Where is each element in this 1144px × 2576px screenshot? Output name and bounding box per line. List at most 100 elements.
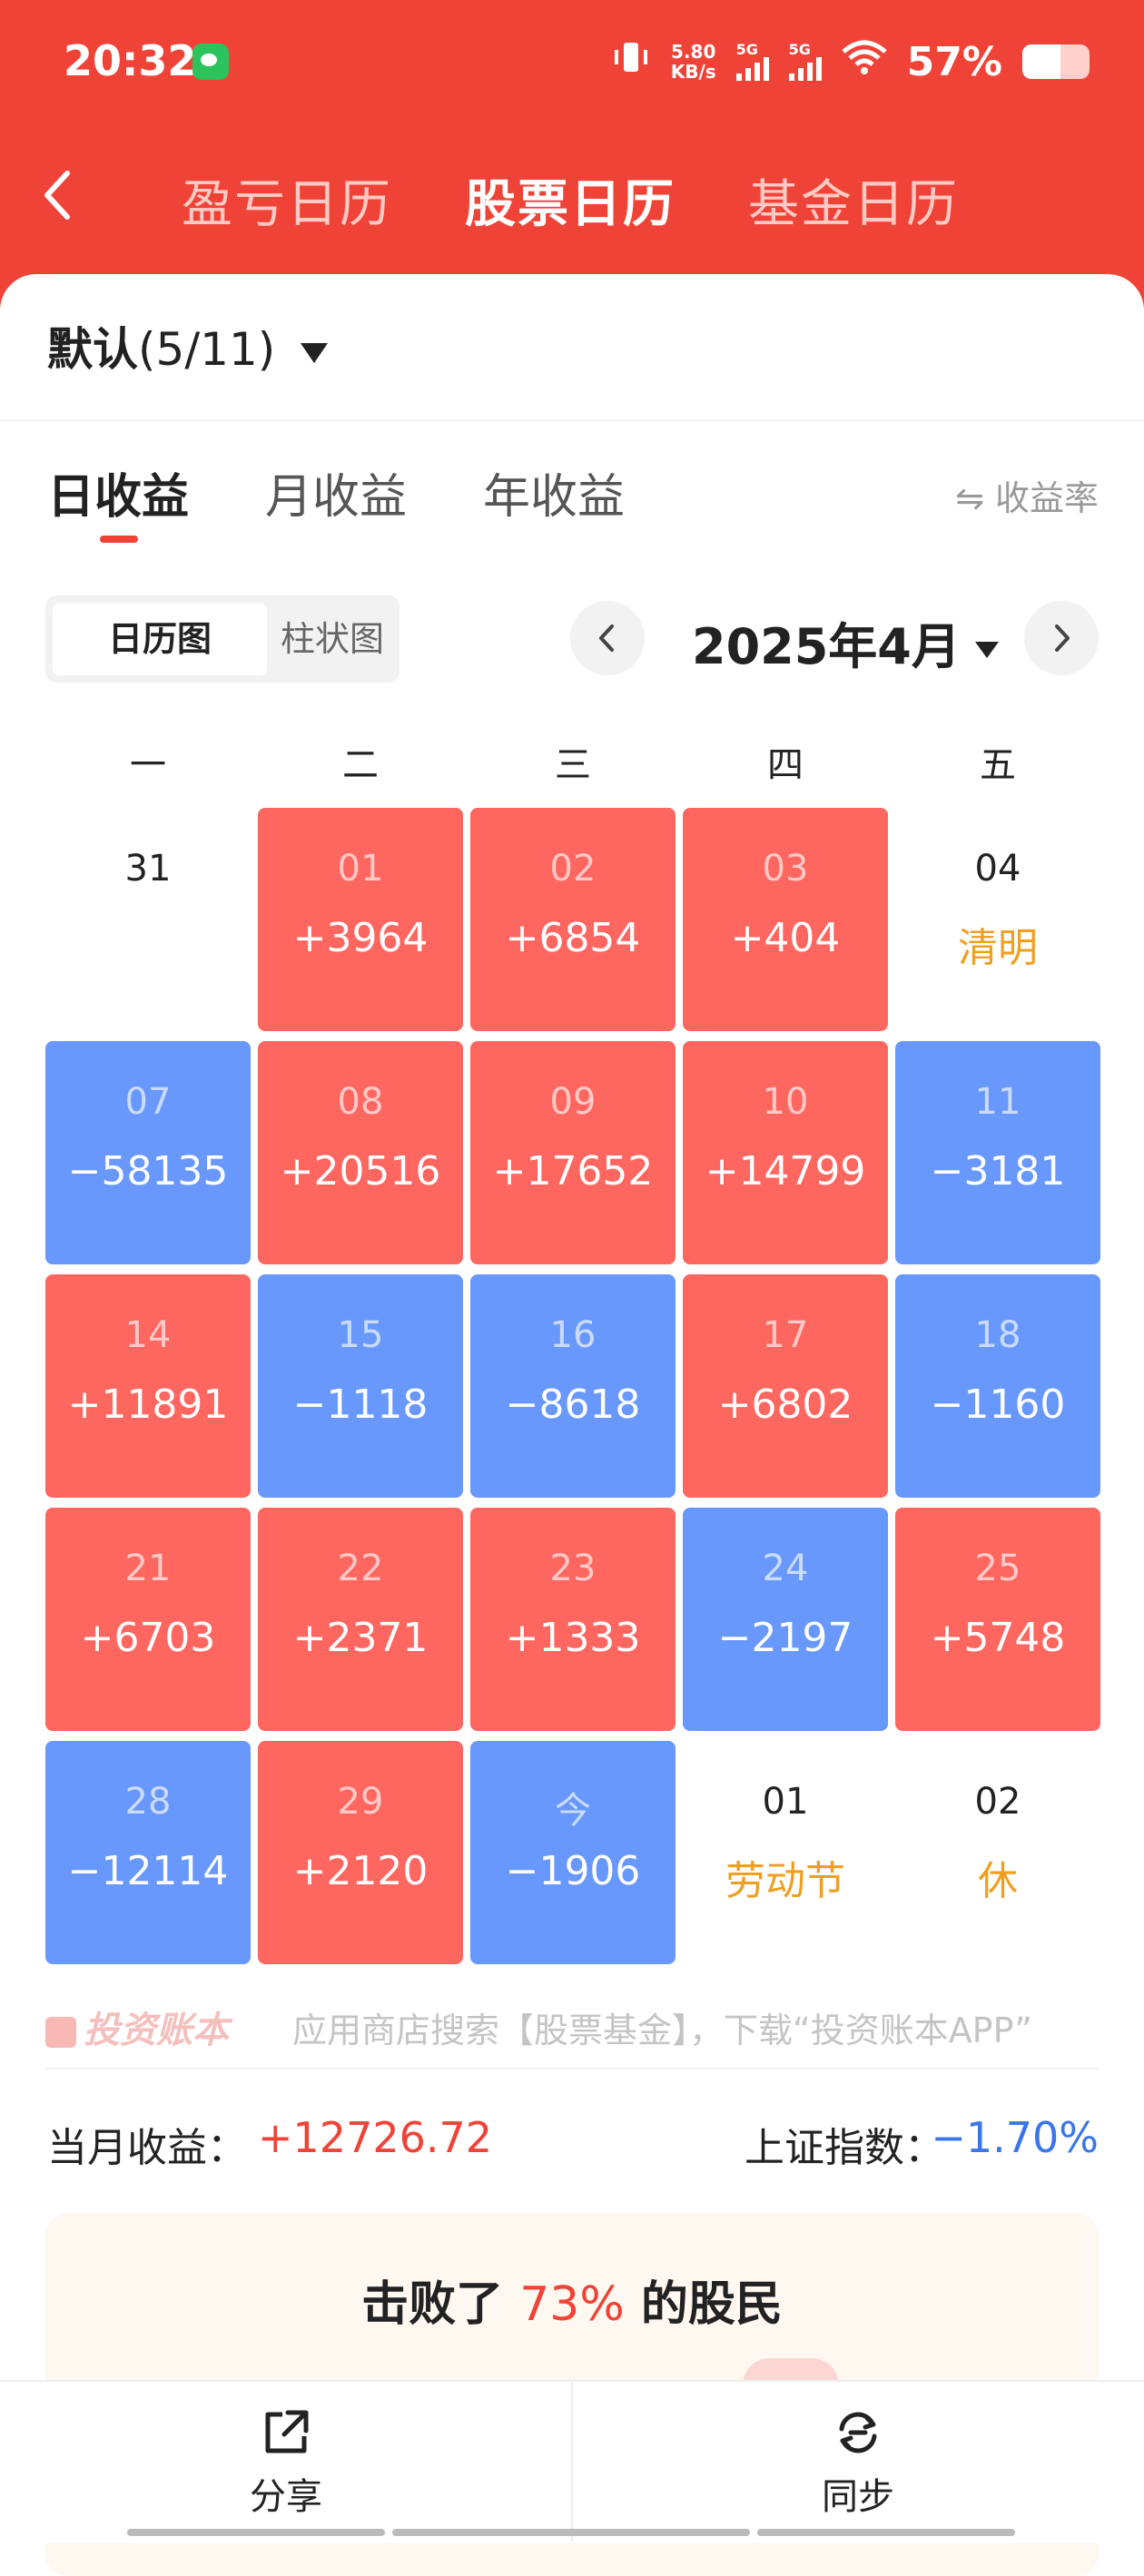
caret-down-icon [974, 642, 999, 659]
calendar-day-cell[interactable]: 03 +404 [683, 808, 888, 1031]
status-bar: 20:32 5.80 KB/s 5G 5G 57% [0, 0, 1144, 127]
calendar-day-cell[interactable]: 31 [45, 808, 251, 1031]
ranking-percent: 73% [519, 2277, 625, 2332]
vibrate-icon [611, 39, 651, 84]
signal-bars-icon [788, 57, 822, 81]
day-number: 02 [974, 1781, 1021, 1823]
monthly-profit-value: +12726.72 [258, 2113, 493, 2162]
weekday-label: 三 [555, 744, 591, 786]
day-number: 16 [549, 1314, 597, 1356]
day-value: −12114 [67, 1848, 229, 1894]
day-value: +6703 [80, 1615, 216, 1661]
day-value: 劳动节 [725, 1858, 845, 1904]
weekday-label: 四 [767, 744, 804, 786]
day-number: 21 [124, 1548, 172, 1589]
month-title: 2025年4月 [692, 618, 961, 675]
calendar-day-cell[interactable]: 23 +1333 [470, 1508, 676, 1731]
day-number: 14 [124, 1314, 172, 1356]
calendar-day-cell[interactable]: 01 劳动节 [683, 1741, 888, 1964]
tab-monthly-profit[interactable]: 月收益 [265, 470, 408, 525]
calendar-day-cell[interactable]: 25 +5748 [895, 1508, 1100, 1731]
back-arrow-icon[interactable] [36, 168, 82, 222]
sync-icon [839, 2412, 877, 2453]
ranking-text: 击败了 73% 的股民 [0, 2266, 1144, 2334]
signal-label: 5G [788, 41, 811, 58]
caret-down-icon [301, 342, 329, 363]
day-number: 22 [337, 1548, 384, 1589]
prev-month-button[interactable] [570, 601, 645, 675]
calendar-day-cell[interactable]: 22 +2371 [258, 1508, 463, 1731]
ranking-prefix: 击败了 [361, 2277, 504, 2332]
day-number: 24 [762, 1548, 809, 1589]
day-number: 01 [762, 1781, 809, 1823]
status-indicators: 5.80 KB/s 5G 5G 57% [611, 34, 1090, 89]
next-month-button[interactable] [1024, 601, 1099, 675]
watermark-text: 应用商店搜索【股票基金】，下载“投资账本APP” [292, 2011, 1032, 2050]
tab-daily-profit[interactable]: 日收益 [47, 470, 190, 525]
calendar-day-cell[interactable]: 24 −2197 [683, 1508, 888, 1731]
day-value: −3181 [930, 1148, 1066, 1195]
calendar-day-cell[interactable]: 16 −8618 [470, 1274, 676, 1498]
day-number: 08 [337, 1081, 384, 1123]
day-value: +6802 [717, 1381, 853, 1428]
calendar-day-cell[interactable]: 11 −3181 [895, 1041, 1100, 1264]
calendar-day-cell[interactable]: 21 +6703 [45, 1508, 251, 1731]
calendar-day-cell[interactable]: 07 −58135 [45, 1041, 251, 1264]
calendar-day-cell[interactable]: 08 +20516 [258, 1041, 463, 1264]
tab-yearly-profit[interactable]: 年收益 [483, 470, 626, 525]
calendar-day-cell[interactable]: 17 +6802 [683, 1274, 888, 1498]
day-number: 31 [124, 848, 172, 890]
calendar-day-cell[interactable]: 28 −12114 [45, 1741, 251, 1964]
calendar-day-cell[interactable]: 今 −1906 [470, 1741, 676, 1964]
period-tabs: 日收益 月收益 年收益 [47, 458, 625, 526]
divider [571, 2382, 573, 2542]
app-logo-icon [45, 2017, 76, 2048]
day-number: 28 [124, 1781, 172, 1823]
day-value: +14799 [705, 1148, 866, 1195]
signal-label: 5G [735, 41, 758, 58]
calendar-day-cell[interactable]: 10 +14799 [683, 1041, 888, 1264]
chevron-left-icon [599, 624, 614, 652]
day-number: 10 [762, 1081, 809, 1123]
calendar-day-cell[interactable]: 09 +17652 [470, 1041, 676, 1264]
day-number: 11 [974, 1081, 1021, 1123]
sse-index-value: −1.70% [931, 2113, 1099, 2162]
calendar-day-cell[interactable]: 04 清明 [895, 808, 1100, 1031]
share-button[interactable]: 分享 [104, 2405, 468, 2520]
sync-button[interactable]: 同步 [676, 2405, 1040, 2520]
day-value: −1160 [930, 1381, 1066, 1428]
sync-label: 同步 [822, 2476, 894, 2518]
calendar-day-cell[interactable]: 01 +3964 [258, 808, 463, 1031]
day-value: −8618 [505, 1381, 641, 1428]
battery-icon [1022, 44, 1090, 79]
bar-chart-view-button[interactable]: 柱状图 [280, 619, 384, 659]
calendar-view-button[interactable]: 日历图 [53, 603, 267, 675]
day-value: +20516 [280, 1148, 441, 1195]
tab-stock-calendar[interactable]: 股票日历 [465, 175, 676, 234]
day-value: −1118 [292, 1381, 429, 1428]
account-selector[interactable]: 默认(5/11) [47, 313, 329, 379]
day-value: −1906 [505, 1848, 641, 1894]
day-value: +2120 [292, 1848, 429, 1894]
day-number: 23 [549, 1548, 597, 1589]
tab-profit-calendar[interactable]: 盈亏日历 [182, 175, 392, 234]
battery-level [1022, 44, 1061, 79]
day-number: 04 [974, 848, 1021, 890]
calendar-day-cell[interactable]: 29 +2120 [258, 1741, 463, 1964]
calendar-day-cell[interactable]: 18 −1160 [895, 1274, 1100, 1498]
return-rate-toggle[interactable]: ⇋ 收益率 [955, 478, 1099, 518]
weekday-label: 五 [980, 744, 1016, 786]
account-count: (5/11) [138, 323, 276, 376]
calendar-day-cell[interactable]: 02 休 [895, 1741, 1100, 1964]
month-selector[interactable]: 2025年4月 [692, 606, 999, 678]
share-label: 分享 [250, 2476, 322, 2518]
tab-fund-calendar[interactable]: 基金日历 [748, 175, 959, 234]
calendar-day-cell[interactable]: 02 +6854 [470, 808, 676, 1031]
day-number: 09 [549, 1081, 597, 1123]
sse-index-label: 上证指数： [745, 2125, 944, 2171]
signal-5g-2: 5G [788, 41, 822, 81]
day-value: +1333 [505, 1615, 641, 1661]
brand-name: 投资账本 [84, 2010, 229, 2051]
calendar-day-cell[interactable]: 14 +11891 [45, 1274, 251, 1498]
calendar-day-cell[interactable]: 15 −1118 [258, 1274, 463, 1498]
